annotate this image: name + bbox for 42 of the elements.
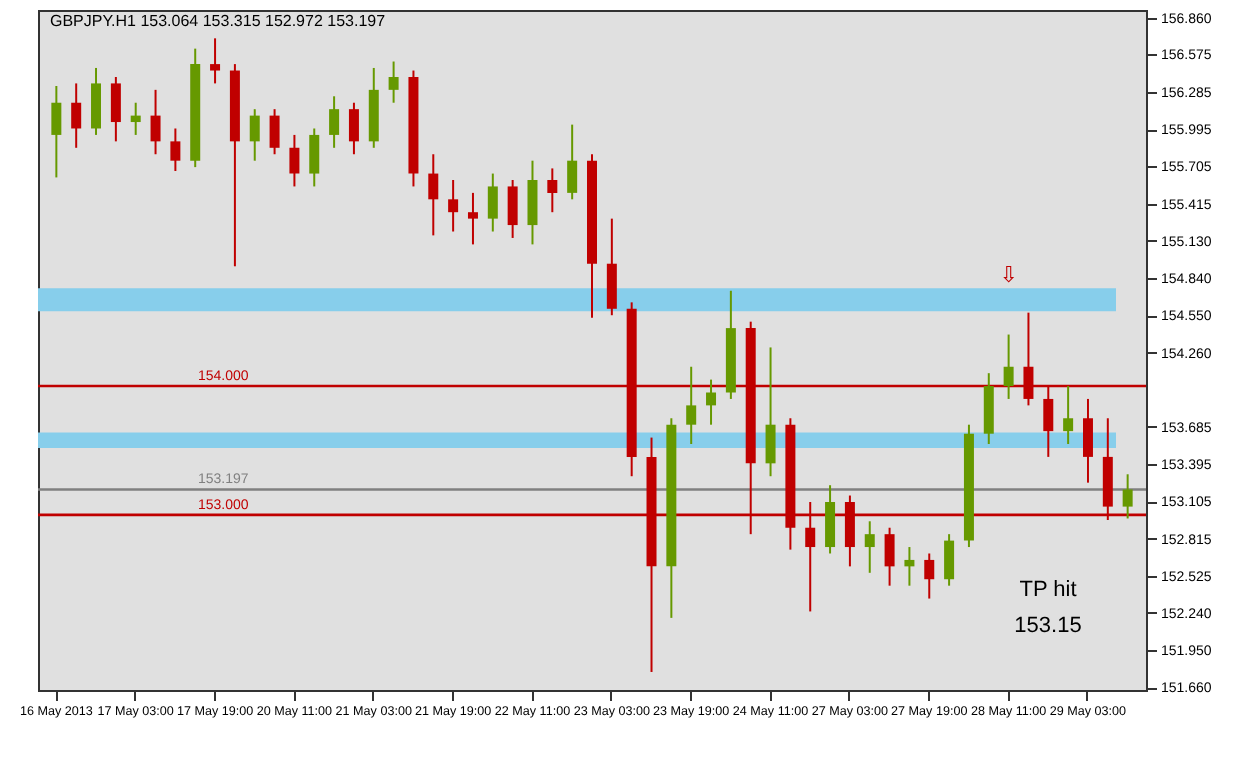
candlestick bbox=[448, 179, 459, 233]
candlestick bbox=[269, 108, 280, 156]
candlestick bbox=[1003, 333, 1014, 400]
candlestick bbox=[51, 84, 62, 179]
candlestick bbox=[864, 520, 875, 574]
candlestick bbox=[606, 217, 617, 317]
candlestick bbox=[706, 378, 717, 426]
candlestick bbox=[825, 484, 836, 555]
candlestick bbox=[249, 108, 260, 162]
candlestick bbox=[210, 37, 221, 85]
candlestick bbox=[765, 346, 776, 478]
candlestick bbox=[983, 372, 994, 446]
candlestick bbox=[388, 60, 399, 104]
candlestick bbox=[924, 552, 935, 600]
candlestick bbox=[507, 179, 518, 239]
candlestick bbox=[1122, 473, 1133, 520]
candlestick bbox=[904, 546, 915, 587]
candlestick bbox=[487, 172, 498, 233]
candlestick bbox=[170, 127, 181, 172]
candlestick bbox=[1082, 397, 1093, 484]
candlestick bbox=[467, 191, 478, 246]
candlestick bbox=[348, 101, 359, 156]
candlestick bbox=[527, 159, 538, 246]
annotation: 153.15 bbox=[1014, 614, 1082, 638]
candlestick bbox=[130, 101, 141, 136]
candlestick bbox=[71, 82, 82, 149]
candlestick bbox=[91, 66, 102, 136]
annotation: TP hit bbox=[1019, 578, 1077, 602]
candlestick bbox=[110, 75, 121, 143]
candlestick bbox=[428, 153, 439, 237]
annotation: ⇩ bbox=[999, 261, 1018, 288]
candlestick bbox=[150, 88, 161, 156]
candlestick bbox=[944, 533, 955, 587]
candlestick bbox=[309, 127, 320, 188]
candlestick bbox=[1063, 385, 1074, 446]
candlestick bbox=[547, 167, 558, 214]
candlestick bbox=[686, 365, 697, 446]
candlestick bbox=[289, 133, 300, 188]
candlestick bbox=[329, 95, 340, 149]
candlestick bbox=[567, 123, 578, 201]
candlestick bbox=[884, 526, 895, 587]
chart-title: GBPJPY.H1 153.064 153.315 152.972 153.197 bbox=[50, 12, 387, 30]
